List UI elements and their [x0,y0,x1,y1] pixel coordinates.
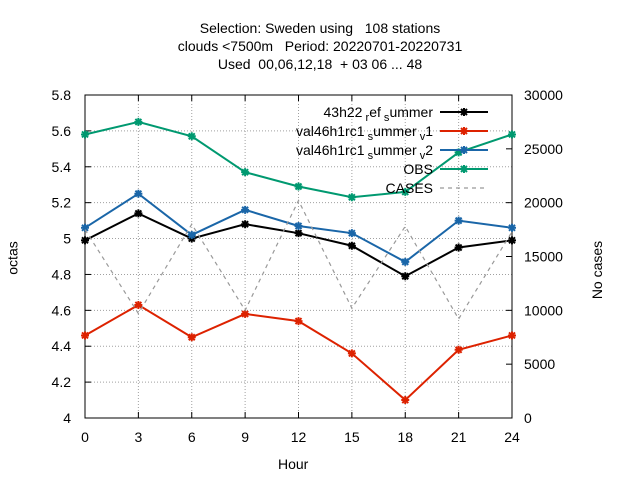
series-point-2 [81,223,89,232]
chart-title-line-1: Selection: Sweden using 108 stations [199,20,441,36]
series-point-3 [81,130,89,139]
chart-title-line-3: Used 00,06,12,18 + 03 06 ... 48 [217,56,423,72]
y-tick-label: 4.2 [52,374,72,390]
series-line-4 [84,199,513,321]
series-point-3 [347,193,356,202]
x-tick-label: 18 [397,429,413,445]
series-point-3 [508,130,516,139]
series-point-2 [347,229,356,238]
series-point-1 [81,331,89,340]
y-tick-label: 5.2 [52,195,72,211]
series-point-2 [294,221,303,230]
series-point-1 [401,396,410,405]
series-point-2 [187,230,196,239]
y-tick-label: 4.8 [52,266,72,282]
legend-label-3: OBS [403,161,433,177]
series-point-3 [134,117,143,126]
x-tick-label: 15 [344,429,360,445]
y2-tick-label: 20000 [524,195,563,211]
legend-label-1: val46h1rc1 summer v1 [296,123,433,143]
y2-tick-label: 15000 [524,249,563,265]
series-point-0 [401,272,410,281]
chart-title-line-2: clouds <7500m Period: 20220701-20220731 [177,38,463,54]
series-point-3 [294,182,303,191]
legend-label-0: 43h22 ref summer [324,104,434,124]
series-point-1 [347,349,356,358]
series-point-2 [401,257,410,266]
legend-marker-2 [460,146,468,154]
series-point-0 [81,236,89,245]
y-tick-label: 4.4 [52,338,72,354]
x-tick-label: 9 [241,429,249,445]
x-tick-label: 3 [134,429,142,445]
series-point-1 [187,333,196,342]
x-tick-label: 12 [291,429,307,445]
series-point-1 [454,345,463,354]
y2-tick-label: 0 [524,410,532,426]
legend-marker-0 [460,108,468,116]
series-point-1 [241,309,250,318]
y-tick-label: 4.6 [52,302,72,318]
y-tick-label: 5 [63,231,71,247]
y-tick-label: 5.4 [52,159,72,175]
x-tick-label: 6 [188,429,196,445]
series-point-2 [241,205,250,214]
series-point-2 [454,216,463,225]
y2-tick-label: 25000 [524,141,563,157]
series-point-2 [508,223,516,232]
x-tick-label: 21 [451,429,467,445]
series-point-2 [134,189,143,198]
y-tick-label: 5.8 [52,87,72,103]
y2-tick-label: 10000 [524,302,563,318]
series-point-3 [241,168,250,177]
series-point-0 [134,209,143,218]
series-point-0 [347,241,356,250]
series-point-0 [508,236,516,245]
series-point-1 [508,331,516,340]
legend-label-4: CASES [386,180,433,196]
x-tick-label: 24 [504,429,520,445]
series-point-0 [294,229,303,238]
legend-marker-3 [460,165,468,173]
y2-tick-label: 5000 [524,356,555,372]
y2-tick-label: 30000 [524,87,563,103]
series-point-0 [454,243,463,252]
legend-label-2: val46h1rc1 summer v2 [296,142,433,162]
series-point-3 [187,132,196,141]
series-point-3 [454,148,463,157]
series-point-3 [401,187,410,196]
series-point-1 [294,317,303,326]
series-point-1 [134,300,143,309]
y-tick-label: 4 [63,410,71,426]
y-tick-label: 5.6 [52,123,72,139]
legend-marker-1 [460,127,468,135]
x-axis-title: Hour [278,456,309,472]
x-tick-label: 0 [81,429,89,445]
series-point-0 [241,220,250,229]
